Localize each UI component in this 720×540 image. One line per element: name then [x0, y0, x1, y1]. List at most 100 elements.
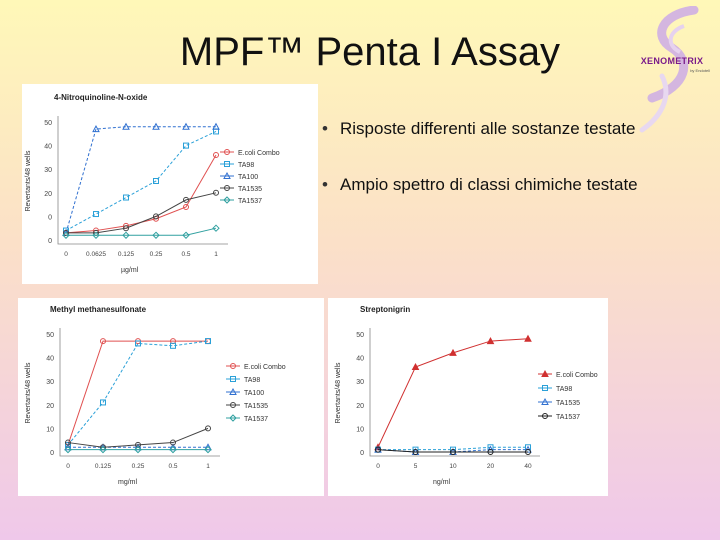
x-tick-label: 0.125: [95, 463, 112, 470]
legend-marker: [230, 363, 236, 369]
y-tick-label: 10: [356, 426, 364, 433]
legend-label: TA1537: [556, 414, 580, 421]
data-point: [152, 122, 160, 130]
series-4: [64, 445, 212, 454]
series-0: [374, 334, 532, 451]
y-tick-label: 0: [50, 450, 54, 457]
legend-marker: [229, 387, 237, 395]
y-tick-label: 30: [44, 167, 52, 174]
x-axis-label: µg/ml: [121, 267, 139, 274]
legend-marker: [541, 369, 549, 377]
legend-entry: TA98: [226, 376, 260, 384]
legend-label: TA1535: [244, 403, 268, 410]
x-tick-label: 0.25: [132, 463, 145, 470]
data-point: [62, 231, 70, 239]
data-point: [170, 342, 176, 349]
data-point: [486, 337, 495, 345]
x-tick-label: 1: [206, 463, 210, 470]
data-point: [213, 152, 219, 159]
data-point: [123, 225, 129, 232]
y-tick-label: 20: [46, 403, 54, 410]
y-tick-label: 30: [356, 379, 364, 386]
series-line: [65, 130, 217, 231]
y-tick-label: 20: [44, 191, 52, 198]
chart-4nqo: 4-Nitroquinoline-N-oxide Revertants/48 we…: [25, 93, 280, 274]
legend-marker: [224, 161, 230, 167]
x-tick-label: 1: [214, 251, 218, 258]
series-line: [65, 126, 216, 234]
chart-panel-mms: Methyl methanesulfonate Revertants/48 wel…: [18, 298, 324, 496]
page-title: MPF™ Penta I Assay: [179, 30, 561, 74]
chart-title: Methyl methanesulfonate: [50, 305, 147, 314]
legend-entry: TA1535: [220, 185, 262, 193]
legend-label: TA1535: [556, 400, 580, 407]
data-point: [182, 122, 190, 130]
data-point: [92, 231, 100, 239]
bullet-item-2: • Ampio spettro di classi chimiche testat…: [322, 175, 638, 194]
x-tick-label: 5: [414, 463, 418, 470]
data-point: [212, 122, 220, 130]
legend-marker: [230, 376, 236, 382]
series-3: [375, 446, 531, 455]
x-tick-label: 0.5: [168, 463, 177, 470]
y-tick-label: 0: [360, 450, 364, 457]
legend-label: TA98: [244, 377, 260, 384]
legend-marker: [223, 171, 231, 179]
series-line: [65, 154, 217, 234]
bullet-list: • Risposte differenti alle sostanze testa…: [322, 118, 662, 230]
data-point: [100, 399, 106, 406]
legend-label: TA98: [556, 386, 572, 393]
series-line: [66, 192, 217, 234]
x-tick-label: 0: [66, 463, 70, 470]
data-point: [183, 203, 189, 210]
series-0: [63, 152, 219, 236]
legend-entry: TA98: [538, 385, 572, 393]
data-point: [182, 231, 190, 239]
y-tick-label: 50: [46, 332, 54, 339]
x-tick-label: 0.5: [181, 251, 190, 258]
y-tick-label: 40: [44, 144, 52, 151]
data-point: [212, 224, 220, 232]
legend-entry: TA98: [220, 161, 254, 169]
x-tick-label: 0.25: [150, 251, 163, 258]
chart-title: 4-Nitroquinoline-N-oxide: [54, 93, 148, 102]
x-tick-label: 20: [487, 463, 495, 470]
y-axis-label: Revertants/48 wells: [335, 362, 342, 424]
data-point: [524, 334, 532, 342]
data-point: [487, 449, 494, 455]
data-point: [153, 213, 159, 220]
x-tick-label: 40: [524, 463, 532, 470]
chart-panel-streptonigrin: Streptonigrin Revertants/48 wells ng/ml 50 4…: [328, 298, 608, 496]
data-point: [375, 446, 381, 453]
legend-entry: E.coli Combo: [220, 149, 280, 157]
legend-label: E.coli Combo: [244, 364, 286, 371]
legend-label: E.coli Combo: [238, 150, 280, 157]
data-point: [411, 362, 420, 371]
y-tick-label: 50: [44, 120, 52, 127]
axes: [57, 116, 228, 245]
legend-marker: [223, 196, 231, 204]
x-tick-label: 0: [376, 463, 380, 470]
logo-subtitle: by Endotell: [690, 68, 710, 73]
data-point: [122, 122, 130, 130]
axes: [369, 328, 540, 457]
chart-panel-4nqo: 4-Nitroquinoline-N-oxide Revertants/48 we…: [22, 84, 318, 284]
data-point: [99, 445, 107, 454]
data-point: [205, 338, 211, 345]
y-tick-label: 10: [46, 426, 54, 433]
x-axis-label: mg/ml: [118, 479, 138, 486]
data-point: [170, 439, 176, 446]
y-tick-label: 20: [356, 403, 364, 410]
xenometrix-logo: XENOMETRIX by Endotell: [632, 5, 712, 136]
series-line: [67, 340, 208, 446]
data-point: [135, 441, 141, 448]
legend-label: TA1535: [238, 186, 262, 193]
chart-title: Streptonigrin: [360, 305, 410, 314]
y-tick-label: 0: [48, 214, 52, 221]
legend-marker: [542, 385, 548, 391]
data-point: [204, 445, 212, 454]
legend-label: TA98: [238, 162, 254, 169]
data-point: [92, 125, 100, 133]
data-point: [412, 449, 419, 455]
legend-entry: E.coli Combo: [226, 363, 286, 371]
